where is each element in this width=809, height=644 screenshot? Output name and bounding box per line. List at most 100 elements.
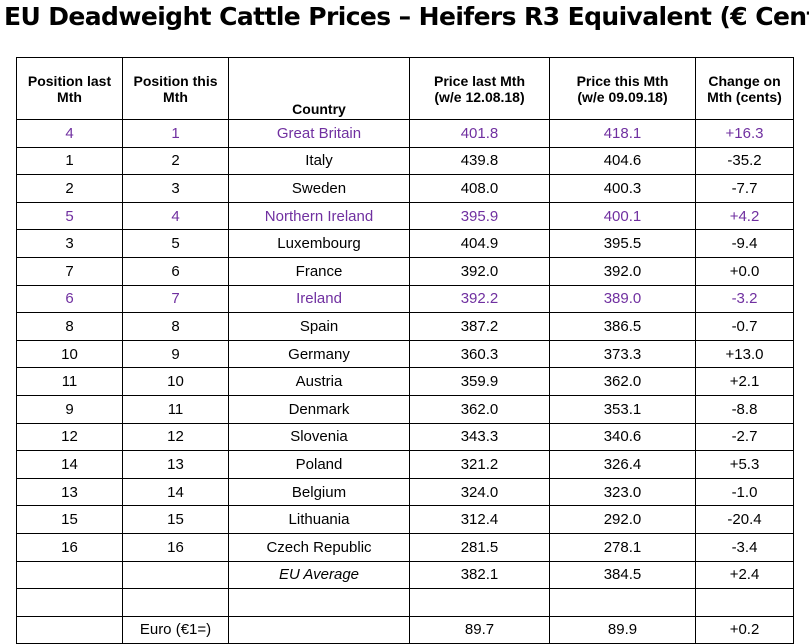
table-footer: EU Average 382.1 384.5 +2.4 Euro (€1=) 8… — [16, 560, 794, 644]
cell-position-this: 2 — [122, 146, 229, 176]
cell-change: -20.4 — [695, 505, 794, 534]
cell-position-last: 10 — [16, 339, 123, 369]
cell-country: Northern Ireland — [228, 201, 410, 231]
cell-price-last: 324.0 — [409, 477, 550, 507]
cell-position-this: 8 — [122, 312, 229, 341]
euro-row: Euro (€1=) 89.7 89.9 +0.2 — [16, 615, 794, 644]
cell-price-last: 362.0 — [409, 394, 550, 424]
cell-price-this: 323.0 — [549, 477, 696, 507]
header-line: Mth (cents) — [707, 88, 782, 105]
cell-country: Slovenia — [228, 422, 410, 452]
cell-position-last: 2 — [16, 174, 123, 203]
header-position-this: Position this Mth — [122, 57, 229, 120]
header-line: Price this Mth — [576, 72, 669, 89]
cell-position-last: 8 — [16, 312, 123, 341]
header-price-last: Price last Mth (w/e 12.08.18) — [409, 57, 550, 120]
cell-position-last: 9 — [16, 394, 123, 424]
header-change: Change on Mth (cents) — [695, 57, 794, 120]
cell-change: -8.8 — [695, 394, 794, 424]
average-price-this: 384.5 — [549, 560, 696, 590]
cell-price-last: 408.0 — [409, 174, 550, 203]
header-line: Price last Mth — [433, 72, 526, 89]
table-row: 10 9 Germany 360.3 373.3 +13.0 — [16, 339, 794, 369]
table-row: 9 11 Denmark 362.0 353.1 -8.8 — [16, 394, 794, 424]
empty-cell — [228, 615, 410, 644]
empty-cell — [16, 615, 123, 644]
cell-position-last: 16 — [16, 532, 123, 562]
cell-change: -35.2 — [695, 146, 794, 176]
table-row: 7 6 France 392.0 392.0 +0.0 — [16, 256, 794, 286]
cell-country: Czech Republic — [228, 532, 410, 562]
euro-change: +0.2 — [695, 615, 794, 644]
cell-country: Ireland — [228, 284, 410, 314]
empty-cell — [549, 588, 696, 617]
cell-price-this: 404.6 — [549, 146, 696, 176]
table-body: 4 1 Great Britain 401.8 418.1 +16.3 1 2 Italy 439… — [16, 119, 794, 562]
table-row: 5 4 Northern Ireland 395.9 400.1 +4.2 — [16, 201, 794, 231]
cell-position-this: 1 — [122, 119, 229, 148]
cell-price-this: 340.6 — [549, 422, 696, 452]
cell-price-this: 326.4 — [549, 450, 696, 479]
cell-position-last: 7 — [16, 256, 123, 286]
cell-price-this: 395.5 — [549, 229, 696, 258]
cell-price-last: 401.8 — [409, 119, 550, 148]
cell-change: -1.0 — [695, 477, 794, 507]
cell-position-this: 5 — [122, 229, 229, 258]
average-label: EU Average — [228, 560, 410, 590]
cell-position-this: 16 — [122, 532, 229, 562]
cell-position-this: 7 — [122, 284, 229, 314]
header-line: Position last — [27, 72, 112, 89]
cell-change: -2.7 — [695, 422, 794, 452]
cell-price-this: 362.0 — [549, 367, 696, 396]
cell-country: Spain — [228, 312, 410, 341]
cell-position-this: 9 — [122, 339, 229, 369]
header-line: Change on — [708, 72, 781, 89]
empty-cell — [16, 588, 123, 617]
header-price-this: Price this Mth (w/e 09.09.18) — [549, 57, 696, 120]
cell-change: -3.2 — [695, 284, 794, 314]
average-change: +2.4 — [695, 560, 794, 590]
cell-change: +0.0 — [695, 256, 794, 286]
empty-cell — [228, 588, 410, 617]
cell-price-last: 321.2 — [409, 450, 550, 479]
cell-country: Lithuania — [228, 505, 410, 534]
cell-price-last: 360.3 — [409, 339, 550, 369]
cell-position-this: 13 — [122, 450, 229, 479]
cell-position-this: 14 — [122, 477, 229, 507]
header-row: Position last Mth Position this Mth Coun… — [16, 57, 794, 120]
cell-change: -9.4 — [695, 229, 794, 258]
cell-change: -0.7 — [695, 312, 794, 341]
empty-cell — [122, 588, 229, 617]
page-title: EU Deadweight Cattle Prices – Heifers R3… — [4, 2, 809, 31]
cell-position-this: 10 — [122, 367, 229, 396]
table-row: 1 2 Italy 439.8 404.6 -35.2 — [16, 146, 794, 176]
cell-price-last: 359.9 — [409, 367, 550, 396]
cell-price-last: 312.4 — [409, 505, 550, 534]
empty-cell — [122, 560, 229, 590]
table-row: 16 16 Czech Republic 281.5 278.1 -3.4 — [16, 532, 794, 562]
table-row: 13 14 Belgium 324.0 323.0 -1.0 — [16, 477, 794, 507]
cell-position-last: 3 — [16, 229, 123, 258]
cell-position-this: 3 — [122, 174, 229, 203]
cell-country: Belgium — [228, 477, 410, 507]
cell-price-this: 386.5 — [549, 312, 696, 341]
cell-country: Austria — [228, 367, 410, 396]
cell-price-this: 373.3 — [549, 339, 696, 369]
cell-price-this: 400.1 — [549, 201, 696, 231]
empty-cell — [16, 560, 123, 590]
table-row: 15 15 Lithuania 312.4 292.0 -20.4 — [16, 505, 794, 534]
cell-price-last: 392.2 — [409, 284, 550, 314]
cell-price-this: 278.1 — [549, 532, 696, 562]
cell-price-this: 292.0 — [549, 505, 696, 534]
table-row: 6 7 Ireland 392.2 389.0 -3.2 — [16, 284, 794, 314]
cell-position-last: 1 — [16, 146, 123, 176]
cell-country: Luxembourg — [228, 229, 410, 258]
cattle-prices-table: Position last Mth Position this Mth Coun… — [16, 57, 794, 644]
cell-position-last: 11 — [16, 367, 123, 396]
cell-country: Great Britain — [228, 119, 410, 148]
cell-change: +2.1 — [695, 367, 794, 396]
average-row: EU Average 382.1 384.5 +2.4 — [16, 560, 794, 590]
cell-price-this: 392.0 — [549, 256, 696, 286]
cell-position-this: 12 — [122, 422, 229, 452]
spacer-row — [16, 588, 794, 617]
